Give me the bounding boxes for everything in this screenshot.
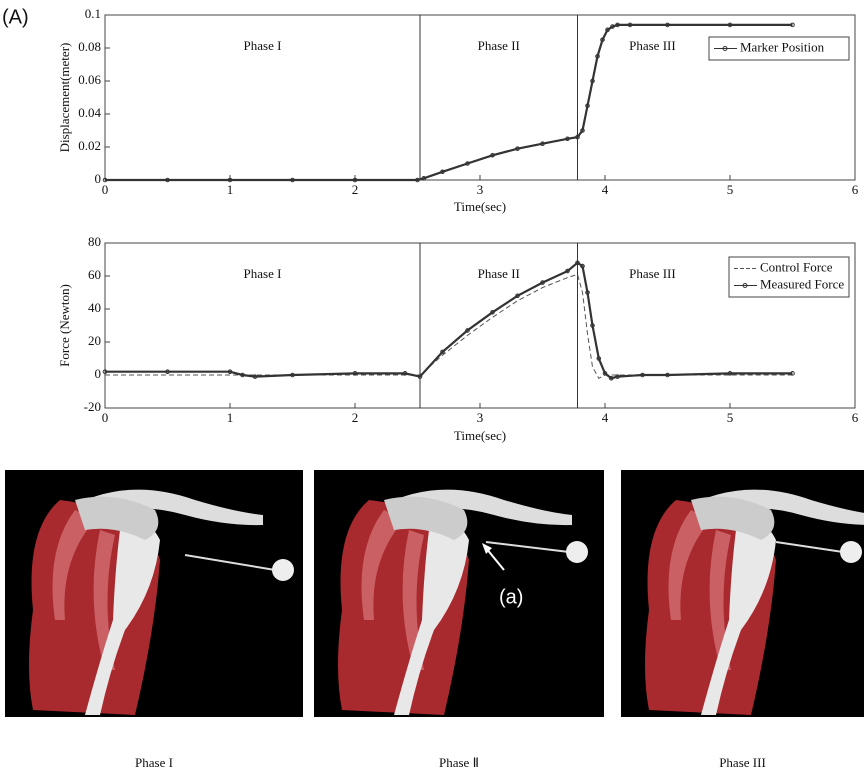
x-tick-label: 3 (477, 410, 484, 425)
probe-ball (566, 541, 588, 563)
probe-ball (840, 541, 862, 563)
y-axis-label: Displacement(meter) (57, 43, 72, 153)
probe-ball (272, 559, 294, 581)
x-tick-label: 4 (602, 182, 609, 197)
image-caption: Phase I (135, 755, 173, 770)
y-tick-label: 0.04 (78, 105, 101, 120)
y-tick-label: 40 (88, 300, 101, 315)
x-tick-label: 0 (102, 410, 109, 425)
x-tick-label: 2 (352, 182, 359, 197)
image-caption: Phase Ⅱ (439, 755, 479, 770)
y-tick-label: 0.1 (85, 6, 101, 21)
y-tick-label: 0 (95, 366, 102, 381)
y-tick-label: 0.02 (78, 138, 101, 153)
phase-label: Phase III (629, 38, 676, 53)
series-line (105, 274, 793, 378)
legend-label: Control Force (760, 259, 833, 274)
series-line (105, 25, 793, 180)
phase-label: Phase II (478, 38, 520, 53)
x-tick-label: 1 (227, 182, 234, 197)
x-tick-label: 4 (602, 410, 609, 425)
y-tick-label: 20 (88, 333, 101, 348)
render-image (621, 470, 864, 717)
image-caption: Phase III (719, 755, 766, 770)
series-line (105, 263, 793, 379)
y-tick-label: -20 (84, 399, 101, 414)
x-axis-label: Time(sec) (454, 199, 506, 214)
phase-label: Phase I (244, 266, 282, 281)
x-tick-label: 6 (852, 182, 859, 197)
legend-label: Measured Force (760, 276, 844, 291)
figure: (A) 012345600.020.040.060.080.1Time(sec)… (0, 0, 864, 776)
x-tick-label: 0 (102, 182, 109, 197)
render-image: (a) (314, 470, 604, 717)
phase-label: Phase II (478, 266, 520, 281)
y-tick-label: 80 (88, 234, 101, 249)
y-tick-label: 0.08 (78, 39, 101, 54)
y-tick-label: 60 (88, 267, 101, 282)
x-tick-label: 1 (227, 410, 234, 425)
annotation-label: (a) (499, 586, 523, 608)
render-image (5, 470, 303, 717)
x-tick-label: 5 (727, 410, 734, 425)
x-tick-label: 5 (727, 182, 734, 197)
y-tick-label: 0 (95, 171, 102, 186)
legend-label: Marker Position (740, 39, 825, 54)
x-tick-label: 3 (477, 182, 484, 197)
x-tick-label: 2 (352, 410, 359, 425)
phase-label: Phase III (629, 266, 676, 281)
y-tick-label: 0.06 (78, 72, 101, 87)
y-axis-label: Force (Newton) (57, 284, 72, 367)
panel-label: (A) (2, 6, 29, 28)
phase-label: Phase I (244, 38, 282, 53)
x-tick-label: 6 (852, 410, 859, 425)
x-axis-label: Time(sec) (454, 428, 506, 443)
